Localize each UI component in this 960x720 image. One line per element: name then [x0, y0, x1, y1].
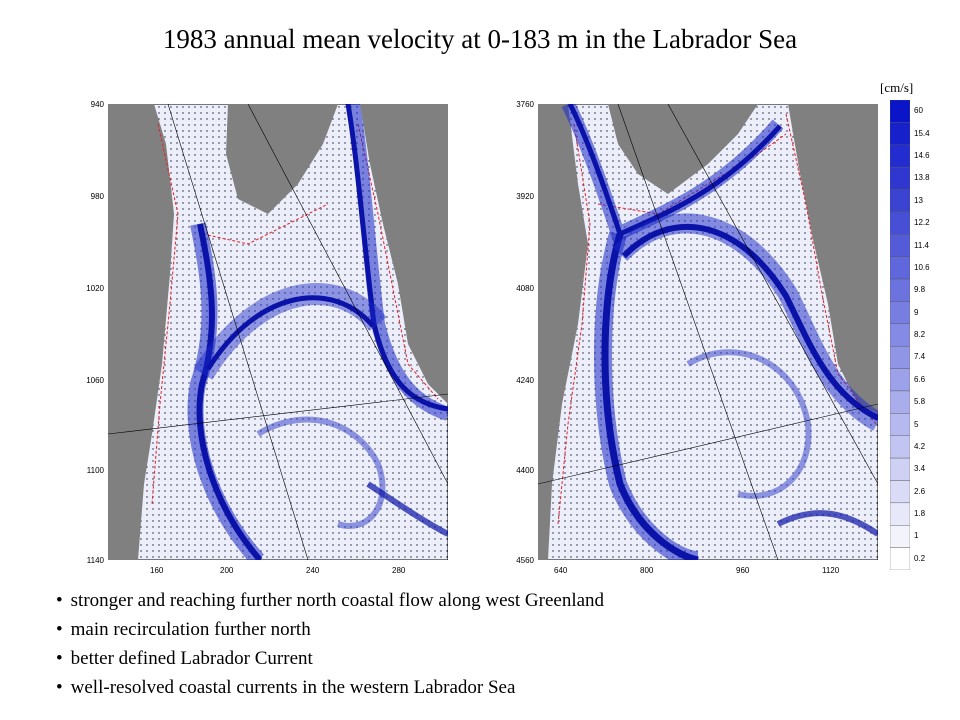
colorbar-swatch	[890, 166, 910, 190]
colorbar-swatch	[890, 525, 910, 548]
colorbar-label: 13	[914, 195, 923, 205]
left-y-tick: 1100	[86, 466, 104, 475]
bullet-item: well-resolved coastal currents in the we…	[56, 673, 604, 702]
right-y-tick: 4080	[516, 284, 534, 293]
left-x-tick: 200	[220, 566, 234, 575]
colorbar-label: 5	[914, 419, 919, 429]
colorbar-label: 1	[914, 531, 919, 541]
left-y-tick: 1140	[86, 556, 104, 565]
left-map-panel	[108, 104, 448, 560]
slide-title: 1983 annual mean velocity at 0-183 m in …	[162, 24, 798, 54]
colorbar-label: 10.6	[914, 262, 930, 272]
colorbar-swatch	[890, 502, 910, 526]
colorbar-label: 13.8	[914, 173, 930, 183]
colorbar-swatch	[890, 323, 910, 347]
left-y-tick: 940	[90, 100, 104, 109]
colorbar-swatch	[890, 301, 910, 325]
colorbar-swatch	[890, 547, 910, 570]
bullet-item: main recirculation further north	[56, 615, 604, 644]
colorbar-swatch	[890, 211, 910, 235]
colorbar-swatch	[890, 256, 910, 280]
left-x-tick: 280	[392, 566, 406, 575]
colorbar-swatch	[890, 234, 910, 257]
right-y-tick: 4400	[516, 466, 534, 475]
right-y-tick: 4240	[516, 376, 534, 385]
colorbar-swatch	[890, 435, 910, 459]
left-x-tick: 240	[306, 566, 320, 575]
greenland-landmass	[788, 104, 878, 414]
colorbar-label: 60	[914, 106, 923, 116]
colorbar-label: 8.2	[914, 330, 926, 339]
colorbar-label: 9	[914, 307, 919, 317]
baffin-landmass	[226, 104, 338, 214]
baffin-landmass	[608, 104, 758, 194]
right-y-tick: 3760	[516, 100, 534, 109]
colorbar-label: 11.4	[914, 240, 929, 250]
colorbar-label: 15.4	[914, 128, 930, 138]
greenland-landmass	[360, 104, 448, 404]
bullet-item: better defined Labrador Current	[56, 644, 604, 673]
colorbar-swatch	[890, 457, 910, 481]
colorbar-swatch	[890, 345, 910, 369]
colorbar-label: 1.8	[914, 509, 926, 518]
colorbar-label: 0.2	[914, 553, 926, 563]
labrador-landmass	[538, 104, 588, 560]
colorbar-swatch	[890, 413, 910, 436]
colorbar-swatch	[890, 100, 910, 123]
colorbar-swatch	[890, 278, 910, 302]
right-map	[538, 104, 878, 560]
colorbar-label: 2.6	[914, 486, 926, 496]
colorbar-swatch	[890, 144, 910, 168]
right-y-tick: 4560	[516, 556, 534, 565]
left-y-tick: 1060	[86, 376, 104, 385]
colorbar-label: 12.2	[914, 218, 930, 228]
colorbar-swatch	[890, 122, 910, 145]
colorbar-label: 5.8	[914, 397, 926, 407]
labrador-landmass	[108, 104, 174, 560]
velocity-colorbar	[890, 100, 910, 570]
left-x-tick: 160	[150, 566, 164, 575]
colorbar-label: 9.8	[914, 285, 926, 295]
colorbar-swatch	[890, 390, 910, 414]
left-map	[108, 104, 448, 560]
findings-list: stronger and reaching further north coas…	[56, 586, 604, 702]
right-x-tick: 960	[736, 566, 750, 575]
colorbar-swatch	[890, 368, 910, 392]
right-x-tick: 800	[640, 566, 654, 575]
right-y-tick: 3920	[516, 192, 534, 201]
colorbar-swatch	[890, 480, 910, 504]
colorbar-swatch	[890, 189, 910, 213]
colorbar-label: 14.6	[914, 151, 930, 160]
colorbar-label: 6.6	[914, 374, 926, 384]
right-map-panel	[538, 104, 878, 560]
left-y-tick: 1020	[86, 284, 104, 293]
colorbar-label: 4.2	[914, 441, 926, 451]
right-x-tick: 1120	[822, 566, 840, 575]
colorbar-label: 3.4	[914, 464, 926, 474]
bullet-item: stronger and reaching further north coas…	[56, 586, 604, 615]
colorbar-unit-label: [cm/s]	[880, 80, 914, 95]
colorbar-label: 7.4	[914, 352, 926, 362]
right-x-tick: 640	[554, 566, 568, 575]
left-y-tick: 980	[90, 192, 104, 201]
